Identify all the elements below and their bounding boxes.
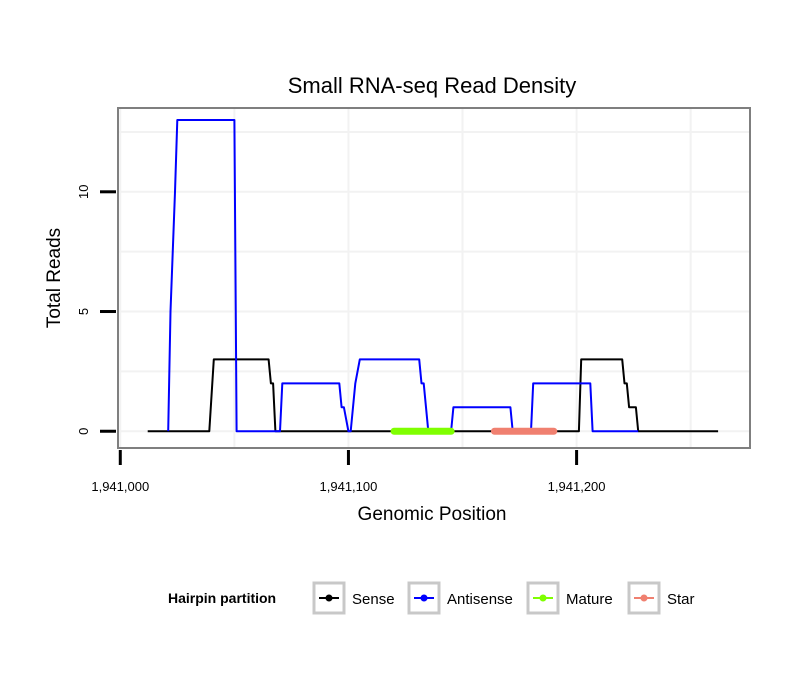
plot-panel-border bbox=[117, 107, 751, 449]
chart-title: Small RNA-seq Read Density bbox=[288, 73, 577, 98]
legend-key-point-antisense bbox=[420, 594, 428, 602]
x-tick-label: 1,941,200 bbox=[548, 479, 606, 494]
legend-label-mature: Mature bbox=[566, 591, 613, 608]
x-tick-label: 1,941,000 bbox=[91, 479, 149, 494]
legend: Hairpin partition Sense Antisense Mature St… bbox=[168, 581, 695, 615]
x-axis-label: Genomic Position bbox=[358, 504, 507, 525]
legend-key-point-mature bbox=[539, 594, 547, 602]
series-layer bbox=[147, 119, 719, 435]
y-tick-label: 0 bbox=[76, 428, 91, 435]
legend-key-point-star bbox=[640, 594, 648, 602]
gridlines bbox=[118, 108, 750, 448]
y-axis: 0 5 10 bbox=[76, 185, 116, 435]
y-tick-label: 5 bbox=[76, 308, 91, 315]
legend-label-antisense: Antisense bbox=[447, 591, 513, 608]
legend-label-sense: Sense bbox=[352, 591, 395, 608]
legend-key-point-sense bbox=[325, 594, 333, 602]
y-axis-label: Total Reads bbox=[44, 228, 65, 328]
series-sense-line bbox=[147, 358, 719, 433]
x-tick-label: 1,941,100 bbox=[320, 479, 378, 494]
y-tick-label: 10 bbox=[76, 185, 91, 199]
series-antisense-line bbox=[167, 119, 639, 433]
x-axis: 1,941,000 1,941,100 1,941,200 bbox=[91, 450, 606, 494]
legend-label-star: Star bbox=[667, 591, 695, 608]
legend-title: Hairpin partition bbox=[168, 590, 276, 606]
